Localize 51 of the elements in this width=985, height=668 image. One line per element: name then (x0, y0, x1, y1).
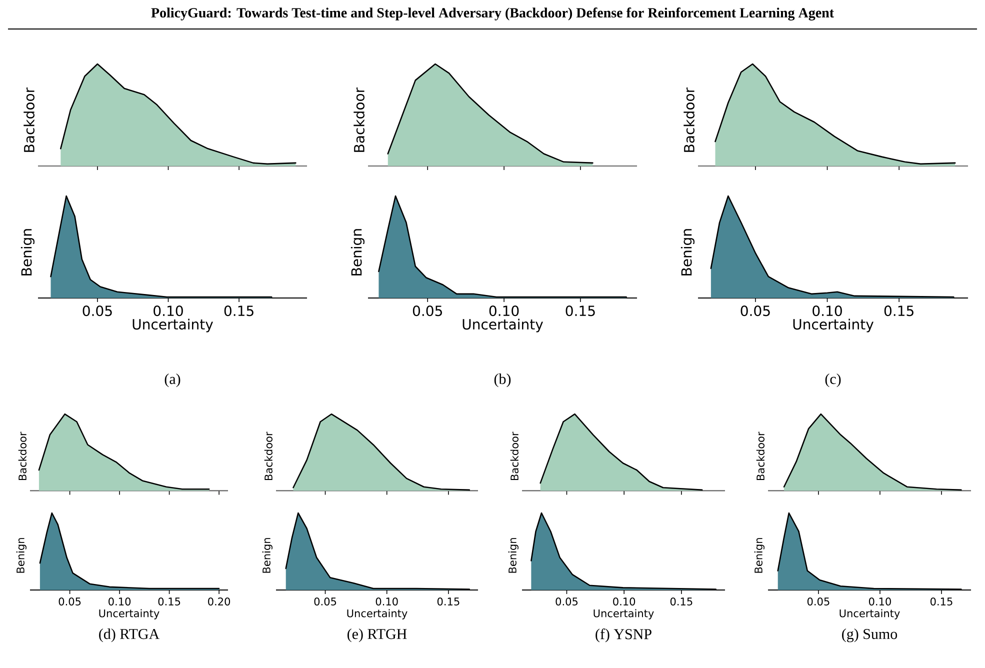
y-axis-title: Benign (754, 538, 764, 573)
x-tick-label: 0.10 (868, 598, 891, 606)
y-axis-title: Benign (262, 538, 272, 573)
y-axis-title: Backdoor (354, 87, 364, 152)
y-axis-title: Backdoor (24, 87, 34, 152)
x-tick-label: 0.10 (812, 306, 842, 316)
y-axis-title: Benign (350, 229, 364, 276)
y-axis-title: Benign (20, 229, 34, 276)
x-axis-title: Uncertainty (793, 318, 874, 332)
text: PolicyGuard: Towards Test-time and Step-level Adversary (Backdoor) Defense for Reinforcement Learning Agent (151, 8, 834, 20)
y-axis-title: Benign (508, 538, 518, 573)
x-axis-title: Uncertainty (99, 609, 160, 620)
x-tick-label: 0.05 (314, 598, 336, 606)
x-tick-label: 0.10 (108, 598, 131, 606)
x-tick-label: 0.15 (224, 306, 254, 316)
text: (g) Sumo (842, 628, 898, 642)
x-tick-label: 0.05 (807, 598, 830, 606)
x-axis-title: Uncertainty (594, 609, 654, 620)
y-axis-title: Backdoor (684, 87, 694, 152)
x-tick-label: 0.10 (154, 306, 183, 316)
x-tick-label: 0.20 (208, 598, 230, 606)
y-axis-title: Benign (16, 538, 26, 573)
x-tick-label: 0.15 (566, 306, 595, 316)
text: (a) (164, 374, 180, 388)
y-axis-title: Backdoor (18, 432, 26, 480)
y-axis-title: Benign (680, 229, 694, 276)
text: (c) (825, 374, 841, 388)
x-axis-title: Uncertainty (347, 609, 408, 620)
text: (b) (494, 374, 511, 388)
text: (e) RTGH (347, 628, 407, 642)
y-axis-title: Backdoor (510, 432, 518, 480)
x-tick-label: 0.10 (376, 598, 398, 606)
x-axis-title: Uncertainty (840, 609, 900, 620)
x-tick-label: 0.05 (82, 306, 112, 316)
text: (d) RTGA (99, 628, 160, 642)
x-axis-title: Uncertainty (132, 318, 213, 332)
text: (f) YSNP (596, 628, 652, 642)
x-tick-label: 0.05 (412, 306, 442, 316)
x-tick-label: 0.15 (437, 598, 460, 606)
x-tick-label: 0.05 (740, 306, 770, 316)
x-tick-label: 0.15 (930, 598, 952, 606)
x-tick-label: 0.05 (556, 598, 578, 606)
x-tick-label: 0.05 (58, 598, 81, 606)
x-tick-label: 0.15 (884, 306, 914, 316)
x-tick-label: 0.10 (613, 598, 636, 606)
x-tick-label: 0.15 (670, 598, 692, 606)
x-axis-title: Uncertainty (462, 318, 543, 332)
y-axis-title: Backdoor (756, 432, 764, 480)
y-axis-title: Backdoor (264, 432, 272, 480)
x-tick-label: 0.15 (158, 598, 180, 606)
x-tick-label: 0.10 (489, 306, 519, 316)
